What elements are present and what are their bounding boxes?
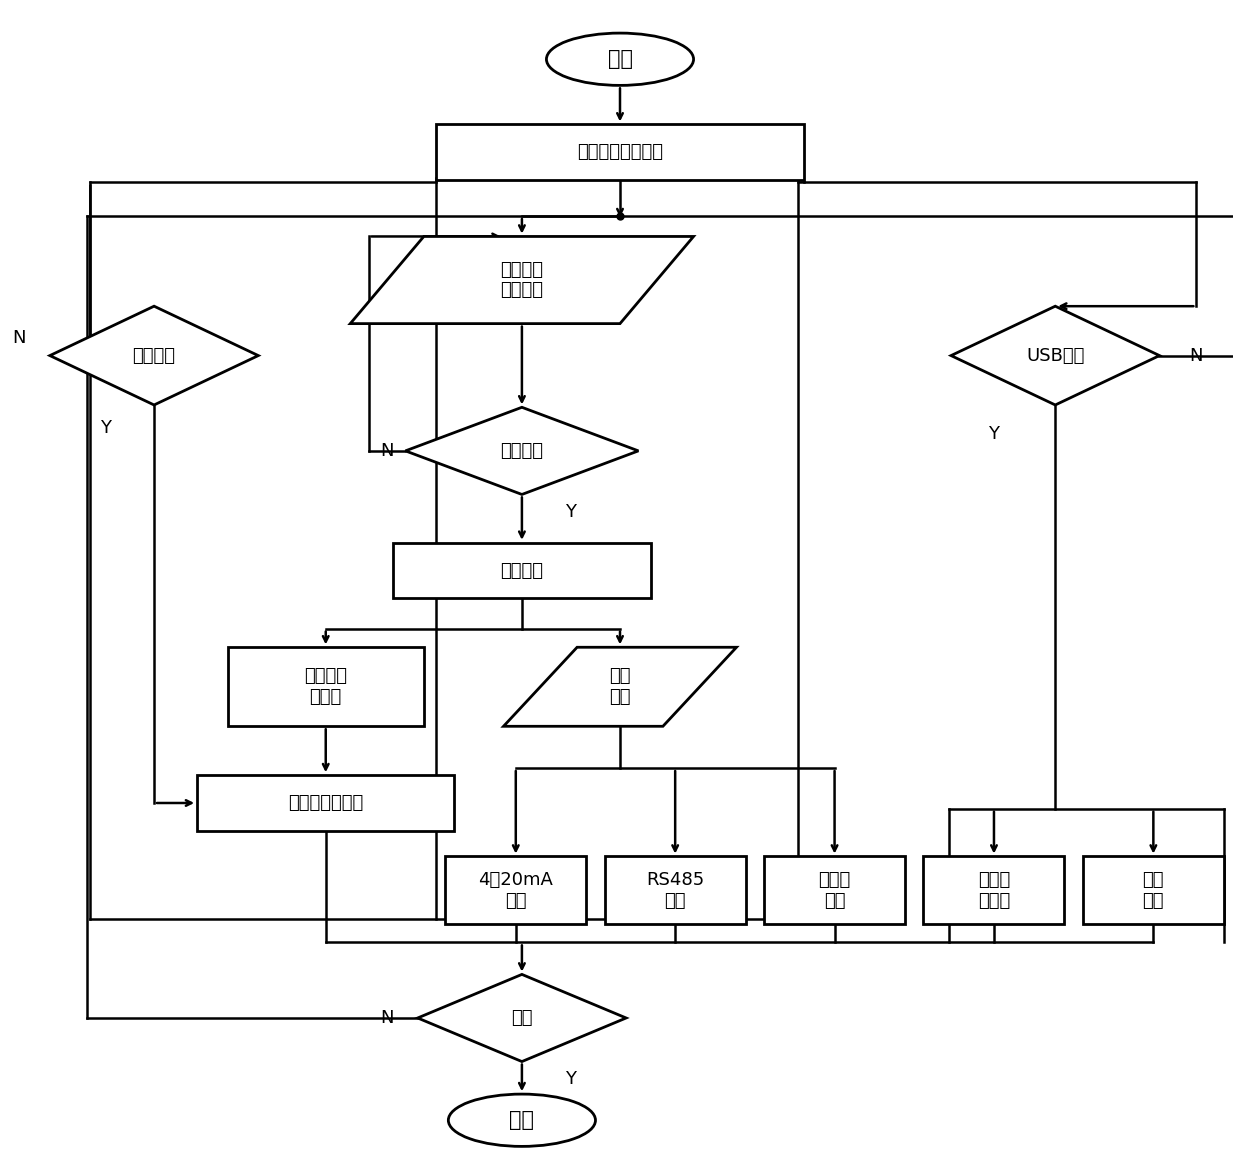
Text: Y: Y bbox=[99, 419, 110, 437]
Text: 固件
更新: 固件 更新 bbox=[1142, 870, 1164, 909]
Text: 开始: 开始 bbox=[608, 49, 632, 69]
Polygon shape bbox=[503, 647, 737, 727]
Text: 结束: 结束 bbox=[510, 1110, 534, 1130]
FancyBboxPatch shape bbox=[436, 125, 804, 180]
FancyBboxPatch shape bbox=[228, 647, 424, 727]
Text: 液晶屏温度显示: 液晶屏温度显示 bbox=[288, 794, 363, 811]
Text: Y: Y bbox=[565, 503, 577, 521]
Text: 光纤温度
数据采集: 光纤温度 数据采集 bbox=[501, 261, 543, 300]
Ellipse shape bbox=[449, 1094, 595, 1147]
Text: USB检测: USB检测 bbox=[1025, 347, 1085, 365]
FancyBboxPatch shape bbox=[393, 542, 651, 599]
Text: RS485
输出: RS485 输出 bbox=[646, 870, 704, 909]
Text: N: N bbox=[381, 1009, 394, 1027]
Text: 数据
存储: 数据 存储 bbox=[609, 667, 631, 706]
Polygon shape bbox=[405, 407, 639, 494]
FancyBboxPatch shape bbox=[924, 856, 1064, 924]
FancyBboxPatch shape bbox=[605, 856, 745, 924]
Text: Y: Y bbox=[565, 1070, 577, 1088]
Text: 按键检测: 按键检测 bbox=[133, 347, 176, 365]
Text: N: N bbox=[381, 442, 394, 460]
Text: N: N bbox=[1189, 347, 1203, 365]
Text: 4～20mA
输出: 4～20mA 输出 bbox=[479, 870, 553, 909]
Text: 以太网
输出: 以太网 输出 bbox=[818, 870, 851, 909]
Polygon shape bbox=[50, 306, 258, 405]
Text: 继电器信
号输出: 继电器信 号输出 bbox=[304, 667, 347, 706]
Text: 历史数
据拷贝: 历史数 据拷贝 bbox=[978, 870, 1011, 909]
Text: N: N bbox=[12, 329, 26, 347]
FancyBboxPatch shape bbox=[764, 856, 905, 924]
Text: 系统各参数初始化: 系统各参数初始化 bbox=[577, 143, 663, 161]
Text: 数据解析: 数据解析 bbox=[501, 562, 543, 580]
FancyBboxPatch shape bbox=[197, 775, 455, 831]
FancyBboxPatch shape bbox=[445, 856, 587, 924]
Ellipse shape bbox=[547, 33, 693, 86]
Polygon shape bbox=[951, 306, 1159, 405]
Text: 数据正确: 数据正确 bbox=[501, 442, 543, 460]
Polygon shape bbox=[350, 236, 693, 323]
Polygon shape bbox=[418, 975, 626, 1062]
Text: Y: Y bbox=[988, 425, 999, 443]
FancyBboxPatch shape bbox=[1083, 856, 1224, 924]
Text: 结束: 结束 bbox=[511, 1009, 533, 1027]
